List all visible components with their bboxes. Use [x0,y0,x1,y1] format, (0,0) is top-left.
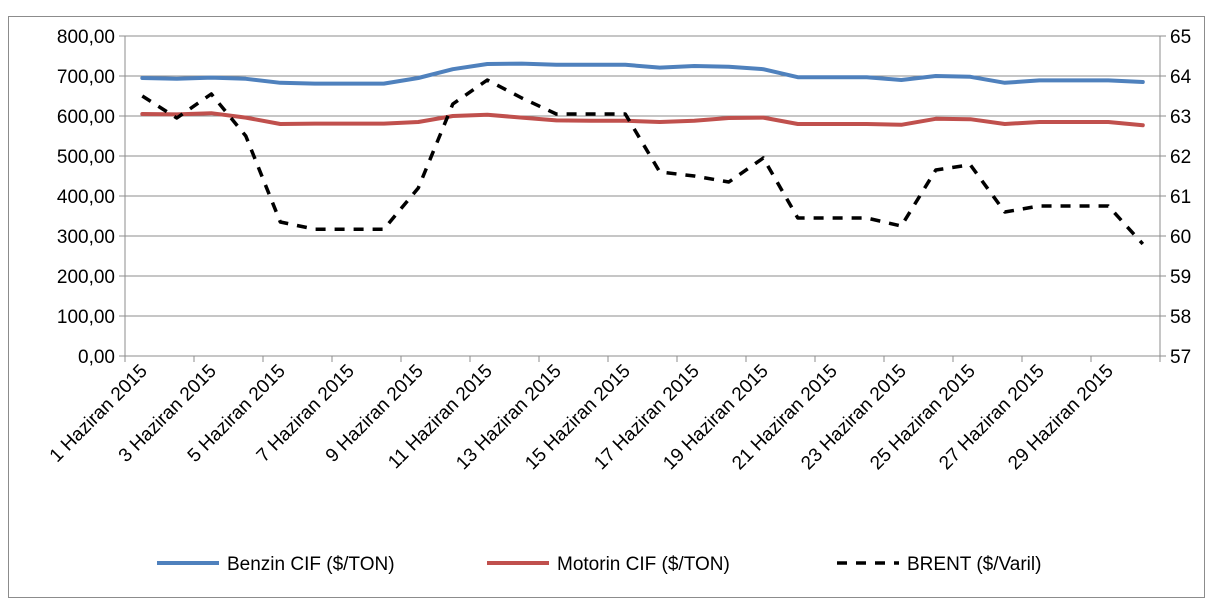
series-line-3 [141,78,1145,246]
legend-label-2: Motorin CIF ($/TON) [557,554,730,575]
y-left-tick-label: 100,00 [57,307,115,328]
y-left-tick-label: 600,00 [57,107,115,128]
y-right-tick-label: 60 [1170,227,1191,248]
series-line-1 [140,61,1145,86]
y-left-tick-label: 800,00 [57,27,115,48]
y-right-tick-label: 62 [1170,147,1191,168]
y-left-tick-label: 400,00 [57,187,115,208]
y-left-tick-label: 0,00 [78,347,115,368]
y-right-tick-label: 57 [1170,347,1191,368]
y-left-tick-label: 200,00 [57,267,115,288]
y-right-tick-label: 64 [1170,67,1192,88]
y-left-tick-label: 700,00 [57,67,115,88]
y-right-tick-label: 59 [1170,267,1191,288]
legend-label-3: BRENT ($/Varil) [907,554,1041,575]
series-line-2 [140,111,1145,128]
y-right-tick-label: 63 [1170,107,1191,128]
y-right-tick-label: 58 [1170,307,1191,328]
chart-area: 0,00 100,00 200,00 300,00 400,00 500,00 600,00… [8,16,1205,598]
y-left-tick-label: 500,00 [57,147,115,168]
line-chart: 0,00 100,00 200,00 300,00 400,00 500,00 600,00… [46,27,1192,575]
y-left-tick-label: 300,00 [57,227,115,248]
y-right-tick-label: 61 [1170,187,1191,208]
y-right-tick-label: 65 [1170,27,1191,48]
legend-label-1: Benzin CIF ($/TON) [227,554,395,575]
